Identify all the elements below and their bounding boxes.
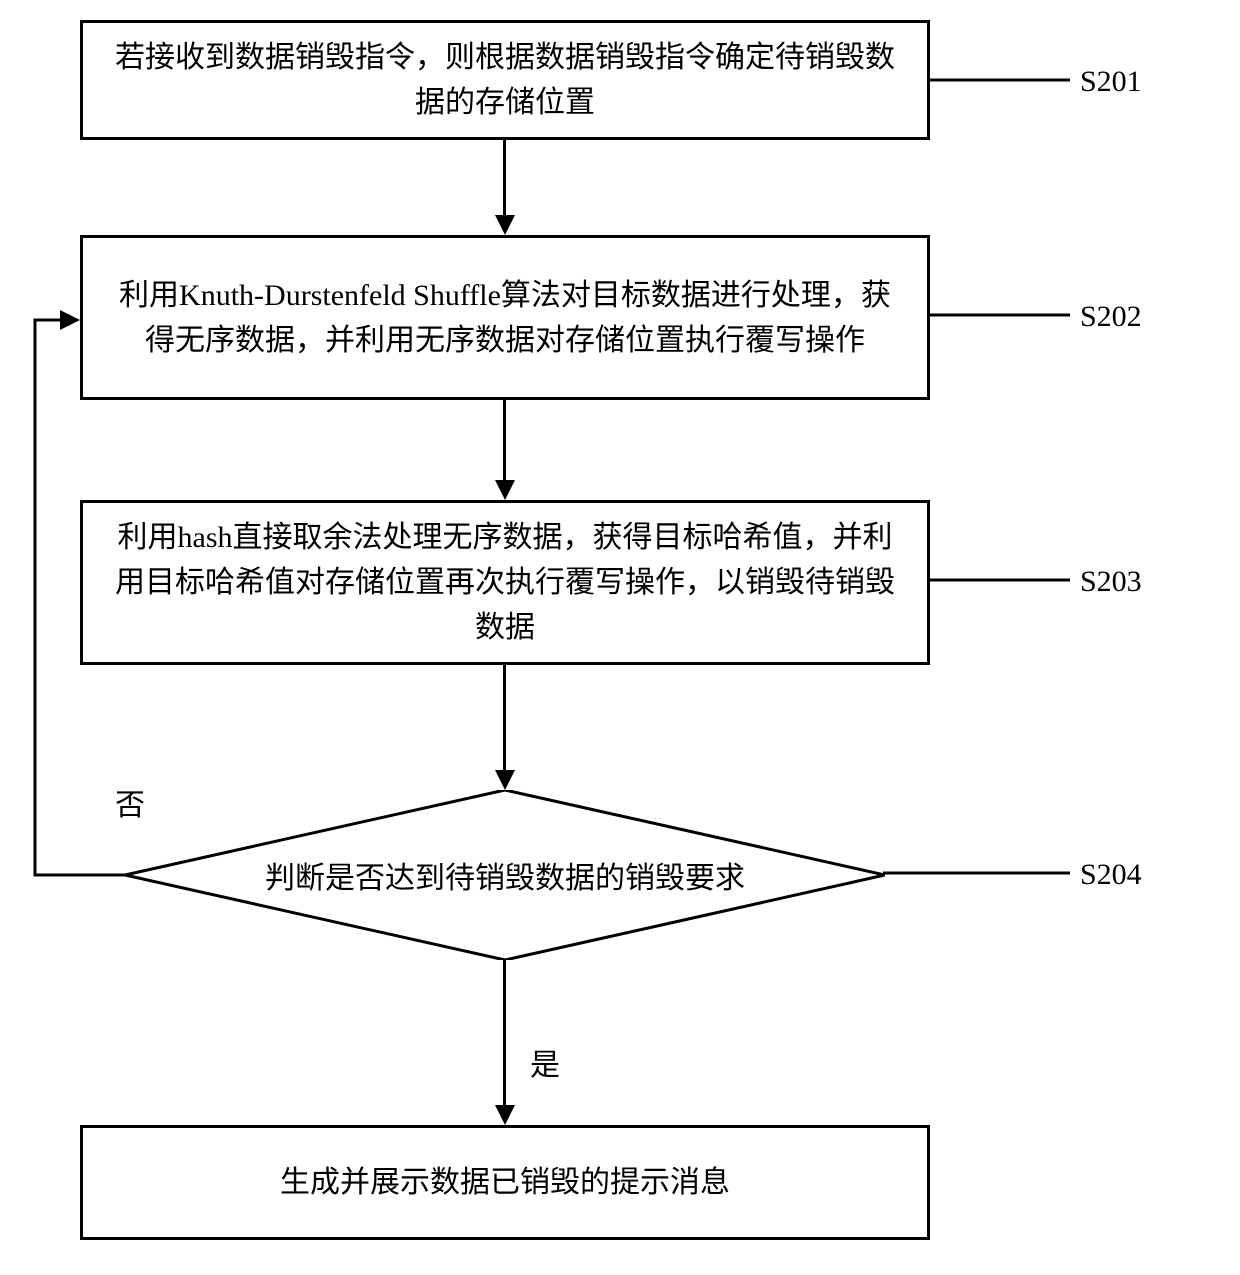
step-s204-diamond: 判断是否达到待销毁数据的销毁要求 — [125, 790, 885, 960]
step-s203-box: 利用hash直接取余法处理无序数据，获得目标哈希值，并利用目标哈希值对存储位置再… — [80, 500, 930, 665]
arrow-s201-s202 — [503, 140, 506, 217]
step-s201-box: 若接收到数据销毁指令，则根据数据销毁指令确定待销毁数据的存储位置 — [80, 20, 930, 140]
step-s205-box: 生成并展示数据已销毁的提示消息 — [80, 1125, 930, 1240]
step-s205-text: 生成并展示数据已销毁的提示消息 — [280, 1160, 730, 1205]
step-s204-label: S204 — [1080, 858, 1142, 892]
step-s201-text: 若接收到数据销毁指令，则根据数据销毁指令确定待销毁数据的存储位置 — [107, 35, 903, 125]
step-s203-label: S203 — [1080, 565, 1142, 599]
step-s203-text: 利用hash直接取余法处理无序数据，获得目标哈希值，并利用目标哈希值对存储位置再… — [107, 515, 903, 650]
step-s202-box: 利用Knuth-Durstenfeld Shuffle算法对目标数据进行处理，获… — [80, 235, 930, 400]
arrowhead-loop — [60, 310, 80, 330]
arrowhead-s204-s205 — [495, 1105, 515, 1125]
step-s202-label: S202 — [1080, 300, 1142, 334]
branch-yes-label: 是 — [530, 1040, 560, 1084]
arrowhead-s201-s202 — [495, 215, 515, 235]
step-s201-label: S201 — [1080, 65, 1142, 99]
arrowhead-s203-s204 — [495, 770, 515, 790]
arrow-s204-s205 — [503, 960, 506, 1107]
arrow-s203-s204 — [503, 665, 506, 772]
branch-no-label: 否 — [115, 780, 145, 824]
step-s202-text: 利用Knuth-Durstenfeld Shuffle算法对目标数据进行处理，获… — [107, 273, 903, 363]
step-s204-text: 判断是否达到待销毁数据的销毁要求 — [265, 853, 745, 897]
arrowhead-s202-s203 — [495, 480, 515, 500]
arrow-s202-s203 — [503, 400, 506, 482]
